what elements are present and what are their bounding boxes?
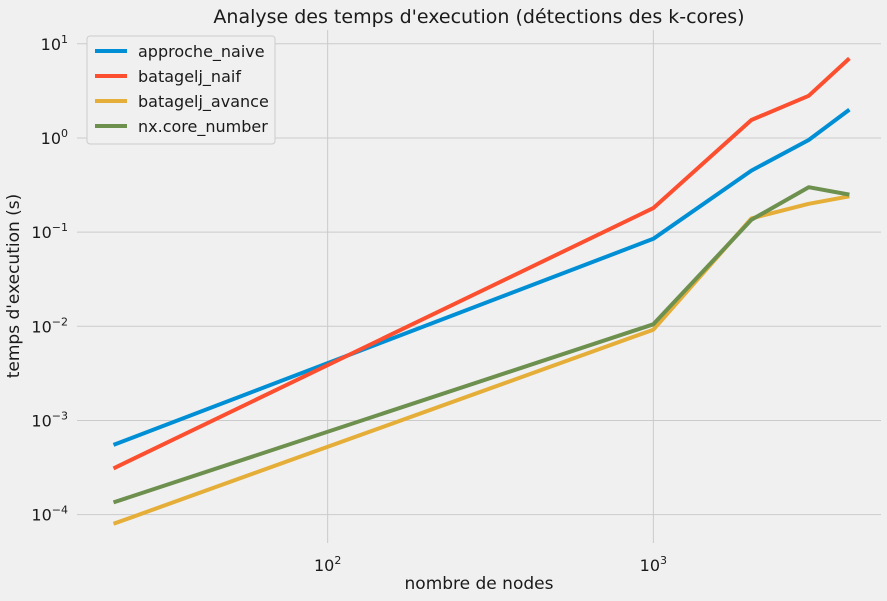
x-axis-ticks: 102 103 <box>314 554 667 575</box>
x-axis-label: nombre de nodes <box>405 574 554 594</box>
y-tick-label: 10−2 <box>31 315 68 336</box>
series-line-nx-core-number <box>112 185 850 505</box>
legend-label-approche-naive: approche_naive <box>138 42 265 62</box>
legend-label-batagelj-avance: batagelj_avance <box>138 92 269 112</box>
y-axis-ticks: 10−4 10−3 10−2 10−1 100 101 <box>31 33 68 525</box>
series-lines <box>112 56 851 526</box>
y-tick-label: 10−4 <box>31 504 68 525</box>
y-tick-label: 101 <box>41 33 68 54</box>
y-tick-label: 10−3 <box>31 409 68 430</box>
x-tick-label: 102 <box>314 554 341 575</box>
legend-box <box>86 35 276 145</box>
legend-label-nx-core-number: nx.core_number <box>138 117 268 137</box>
y-tick-label: 10−1 <box>31 221 68 242</box>
legend-label-batagelj-naif: batagelj_naif <box>138 67 241 87</box>
legend: approche_naive batagelj_naif batagelj_avan… <box>86 35 276 145</box>
y-tick-label: 100 <box>41 127 68 148</box>
x-tick-label: 103 <box>640 554 667 575</box>
chart-title: Analyse des temps d'execution (détection… <box>213 6 744 28</box>
y-axis-label: temps d'execution (s) <box>4 194 24 379</box>
series-line-batagelj-naif <box>112 56 851 471</box>
series-line-approche-naive <box>112 107 851 447</box>
